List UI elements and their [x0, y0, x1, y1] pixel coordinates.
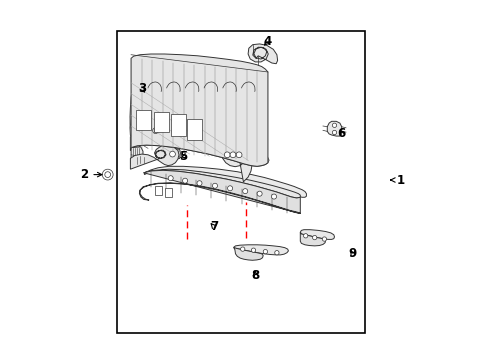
Circle shape: [154, 129, 157, 132]
Circle shape: [251, 248, 255, 252]
Polygon shape: [300, 232, 325, 246]
Bar: [170, 114, 185, 136]
Circle shape: [312, 235, 316, 240]
Polygon shape: [131, 134, 141, 149]
Polygon shape: [144, 166, 306, 197]
Text: 5: 5: [179, 150, 187, 163]
Polygon shape: [164, 149, 180, 160]
Circle shape: [274, 251, 279, 255]
Circle shape: [257, 191, 262, 196]
Bar: [117, 31, 365, 333]
Circle shape: [332, 123, 336, 127]
Polygon shape: [134, 82, 154, 128]
Text: 3: 3: [138, 82, 145, 95]
Polygon shape: [233, 247, 263, 260]
Text: 6: 6: [337, 127, 345, 140]
Circle shape: [271, 194, 276, 199]
Circle shape: [303, 234, 307, 238]
Text: 1: 1: [390, 174, 405, 186]
Polygon shape: [139, 170, 300, 213]
Bar: [154, 186, 162, 195]
Circle shape: [182, 178, 187, 183]
Polygon shape: [143, 169, 300, 198]
Circle shape: [104, 172, 110, 177]
Polygon shape: [247, 44, 277, 64]
Polygon shape: [142, 62, 159, 71]
Polygon shape: [233, 245, 288, 255]
Polygon shape: [300, 230, 334, 239]
Circle shape: [240, 247, 244, 251]
Circle shape: [197, 181, 202, 186]
Text: 9: 9: [347, 247, 356, 260]
Polygon shape: [131, 147, 142, 165]
Circle shape: [152, 128, 158, 134]
Polygon shape: [220, 138, 252, 182]
Text: 7: 7: [209, 220, 218, 233]
Polygon shape: [130, 132, 268, 166]
Polygon shape: [130, 145, 179, 169]
Bar: [153, 112, 168, 132]
Bar: [136, 110, 151, 130]
Circle shape: [332, 130, 336, 135]
Circle shape: [242, 189, 247, 194]
Circle shape: [322, 237, 326, 241]
Text: 2: 2: [80, 168, 102, 181]
Polygon shape: [326, 121, 341, 136]
Circle shape: [102, 169, 113, 180]
Text: 4: 4: [263, 35, 271, 48]
Circle shape: [236, 152, 242, 158]
Circle shape: [224, 152, 230, 158]
Circle shape: [212, 183, 217, 188]
Circle shape: [169, 151, 175, 157]
Polygon shape: [131, 54, 267, 166]
Polygon shape: [130, 66, 158, 132]
Polygon shape: [139, 106, 163, 146]
Circle shape: [168, 176, 173, 181]
Bar: [186, 119, 202, 140]
Bar: [165, 188, 172, 197]
Circle shape: [230, 152, 235, 158]
Circle shape: [227, 186, 232, 191]
Circle shape: [263, 249, 267, 254]
Text: 8: 8: [251, 269, 259, 282]
Polygon shape: [130, 76, 167, 145]
